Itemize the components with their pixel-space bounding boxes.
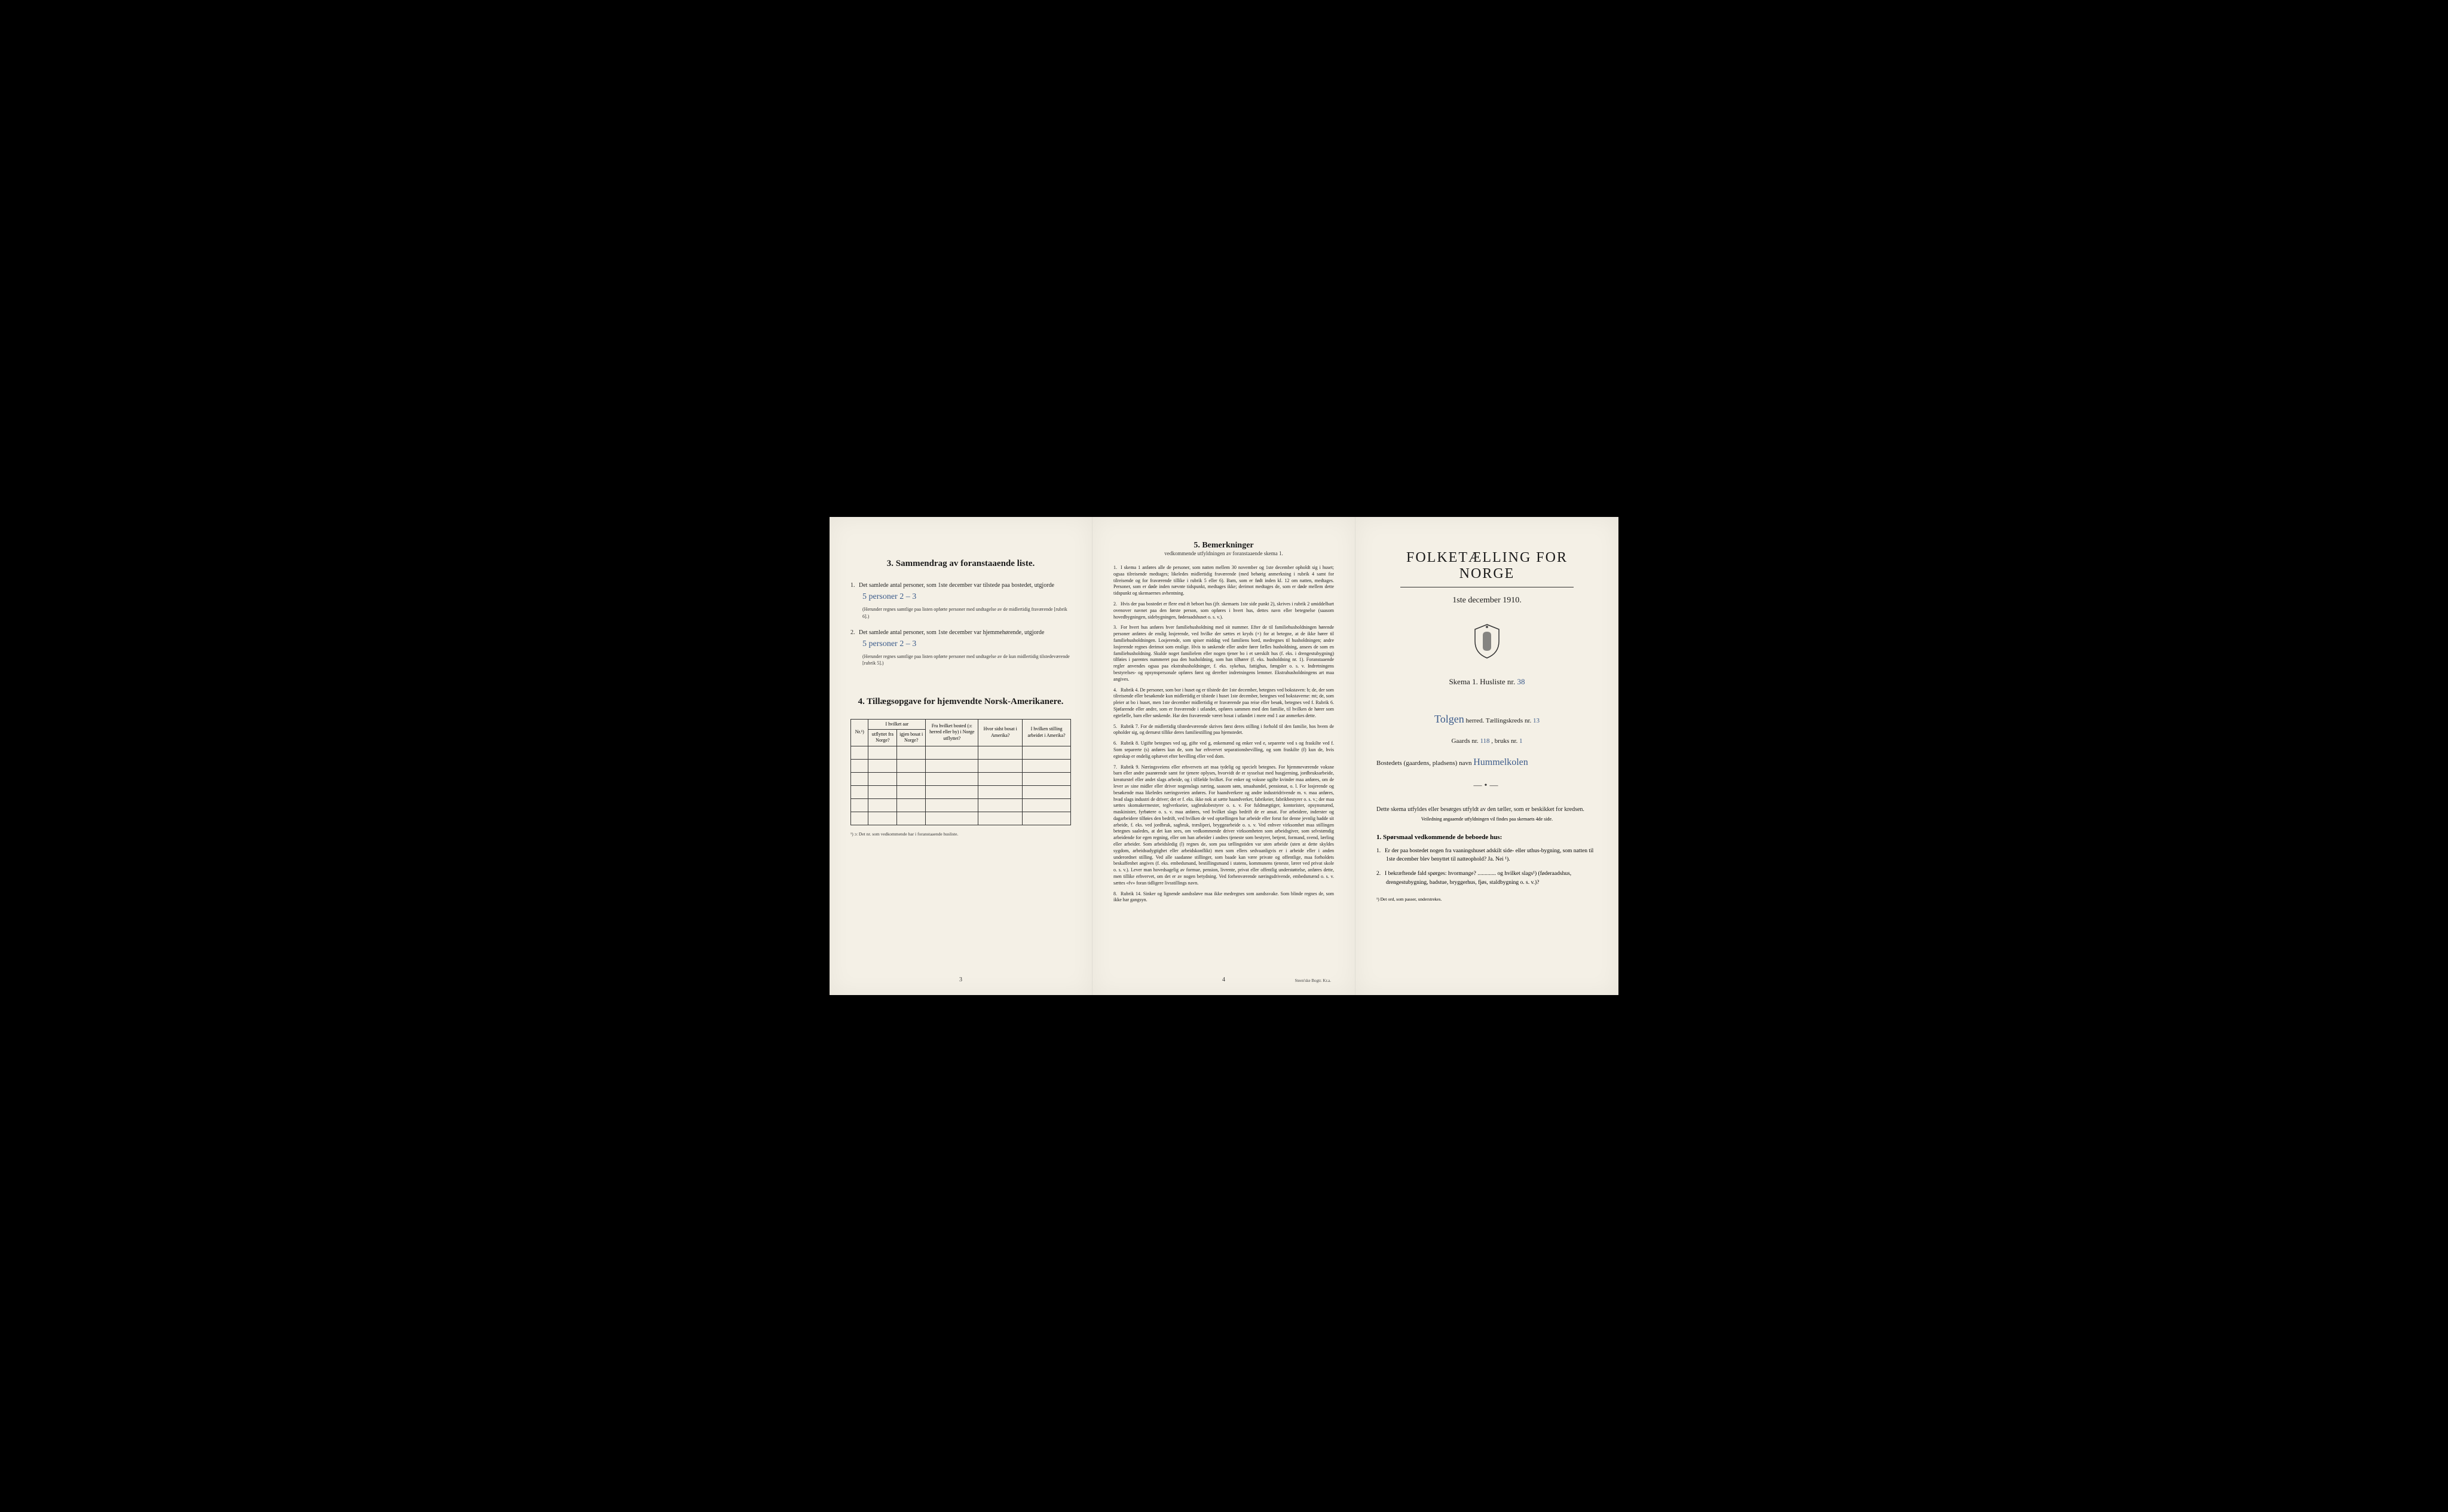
section-3-heading: 3. Sammendrag av foranstaaende liste. <box>850 559 1071 569</box>
item-1-fine: (Herunder regnes samtlige paa listen opf… <box>862 606 1071 619</box>
item-2: 2.Det samlede antal personer, som 1ste d… <box>850 628 1071 667</box>
gaards-line: Gaards nr. 118 , bruks nr. 1 <box>1376 736 1598 747</box>
col-igjen: igjen bosat i Norge? <box>897 729 926 746</box>
date-line: 1ste december 1910. <box>1376 596 1598 605</box>
section-5-heading: 5. Bemerkninger <box>1113 541 1334 550</box>
main-title: FOLKETÆLLING FOR NORGE <box>1376 550 1598 582</box>
table-row <box>851 812 1071 825</box>
question-1: 1.Er der paa bostedet nogen fra vaanings… <box>1386 847 1598 864</box>
note-2: 2.Hvis der paa bostedet er flere end ét … <box>1113 601 1334 620</box>
instruction-2: Veiledning angaaende utfyldningen vil fi… <box>1376 816 1598 822</box>
question-2: 2.I bekræftende fald spørges: hvormange?… <box>1386 870 1598 887</box>
page-number-3: 3 <box>959 977 962 983</box>
husliste-nr: 38 <box>1517 677 1525 686</box>
bosted-hand: Hummelkolen <box>1473 757 1528 767</box>
herred-hand: Tolgen <box>1434 713 1464 725</box>
col-aar: I hvilket aar <box>868 719 926 729</box>
gaards-nr: 118 <box>1480 737 1489 745</box>
note-6: 6.Rubrik 8. Ugifte betegnes ved ug, gift… <box>1113 740 1334 760</box>
table-row <box>851 772 1071 785</box>
question-heading: 1. Spørsmaal vedkommende de beboede hus: <box>1376 834 1598 841</box>
emigrant-table: Nr.¹) I hvilket aar Fra hvilket bosted (… <box>850 719 1071 825</box>
col-hvor: Hvor sidst bosat i Amerika? <box>978 719 1023 746</box>
col-utflyttet: utflyttet fra Norge? <box>868 729 897 746</box>
item-1-handwriting: 5 personer 2 – 3 <box>862 590 1071 604</box>
note-1: 1.I skema 1 anføres alle de personer, so… <box>1113 565 1334 597</box>
note-5: 5.Rubrik 7. For de midlertidig tilstedev… <box>1113 724 1334 737</box>
coat-of-arms-icon <box>1472 623 1502 659</box>
document-spread: 3. Sammendrag av foranstaaende liste. 1.… <box>815 499 1633 1013</box>
herred-line: Tolgen herred. Tællingskreds nr. 13 <box>1376 711 1598 728</box>
item-2-fine: (Herunder regnes samtlige paa listen opf… <box>862 653 1071 666</box>
notes-list: 1.I skema 1 anføres alle de personer, so… <box>1113 565 1334 904</box>
page-4: 5. Bemerkninger vedkommende utfyldningen… <box>1093 517 1355 995</box>
col-bosted: Fra hvilket bosted (ɔ: herred eller by) … <box>926 719 978 746</box>
table-body <box>851 746 1071 825</box>
skema-line: Skema 1. Husliste nr. 38 <box>1376 677 1598 687</box>
item-2-text: Det samlede antal personer, som 1ste dec… <box>859 629 1044 636</box>
section-4-heading: 4. Tillægsopgave for hjemvendte Norsk-Am… <box>850 697 1071 707</box>
item-2-handwriting: 5 personer 2 – 3 <box>862 638 1071 651</box>
note-4: 4.Rubrik 4. De personer, som bor i huset… <box>1113 687 1334 720</box>
item-1: 1.Det samlede antal personer, som 1ste d… <box>850 581 1071 620</box>
title-page: FOLKETÆLLING FOR NORGE 1ste december 191… <box>1355 517 1618 995</box>
left-footnote: ¹) ɔ: Det nr. som vedkommende har i fora… <box>850 831 1071 837</box>
ornament-icon: ―•― <box>1376 781 1598 791</box>
note-3: 3.For hvert hus anføres hver familiehush… <box>1113 625 1334 682</box>
section-5-sub: vedkommende utfyldningen av foranstaaend… <box>1113 550 1334 556</box>
table-row <box>851 785 1071 798</box>
page-3: 3. Sammendrag av foranstaaende liste. 1.… <box>830 517 1093 995</box>
col-nr: Nr.¹) <box>851 719 868 746</box>
instruction-1: Dette skema utfyldes eller besørges utfy… <box>1376 805 1598 814</box>
bruks-nr: 1 <box>1519 737 1523 745</box>
note-7: 7.Rubrik 9. Næringsveiens eller erhverve… <box>1113 764 1334 887</box>
item-1-text: Det samlede antal personer, som 1ste dec… <box>859 582 1054 589</box>
right-footnote: ¹) Det ord, som passer, understrekes. <box>1376 896 1598 902</box>
col-stilling: I hvilken stilling arbeidet i Amerika? <box>1023 719 1071 746</box>
table-row <box>851 759 1071 772</box>
note-8: 8.Rubrik 14. Sinker og lignende aandsslø… <box>1113 891 1334 904</box>
bosted-line: Bostedets (gaardens, pladsens) navn Humm… <box>1376 755 1598 770</box>
tkreds-nr: 13 <box>1533 717 1540 724</box>
page-number-4: 4 <box>1222 977 1225 983</box>
table-row <box>851 746 1071 759</box>
table-row <box>851 798 1071 812</box>
printer-mark: Steen'ske Bogtr. Kr.a. <box>1295 978 1331 983</box>
